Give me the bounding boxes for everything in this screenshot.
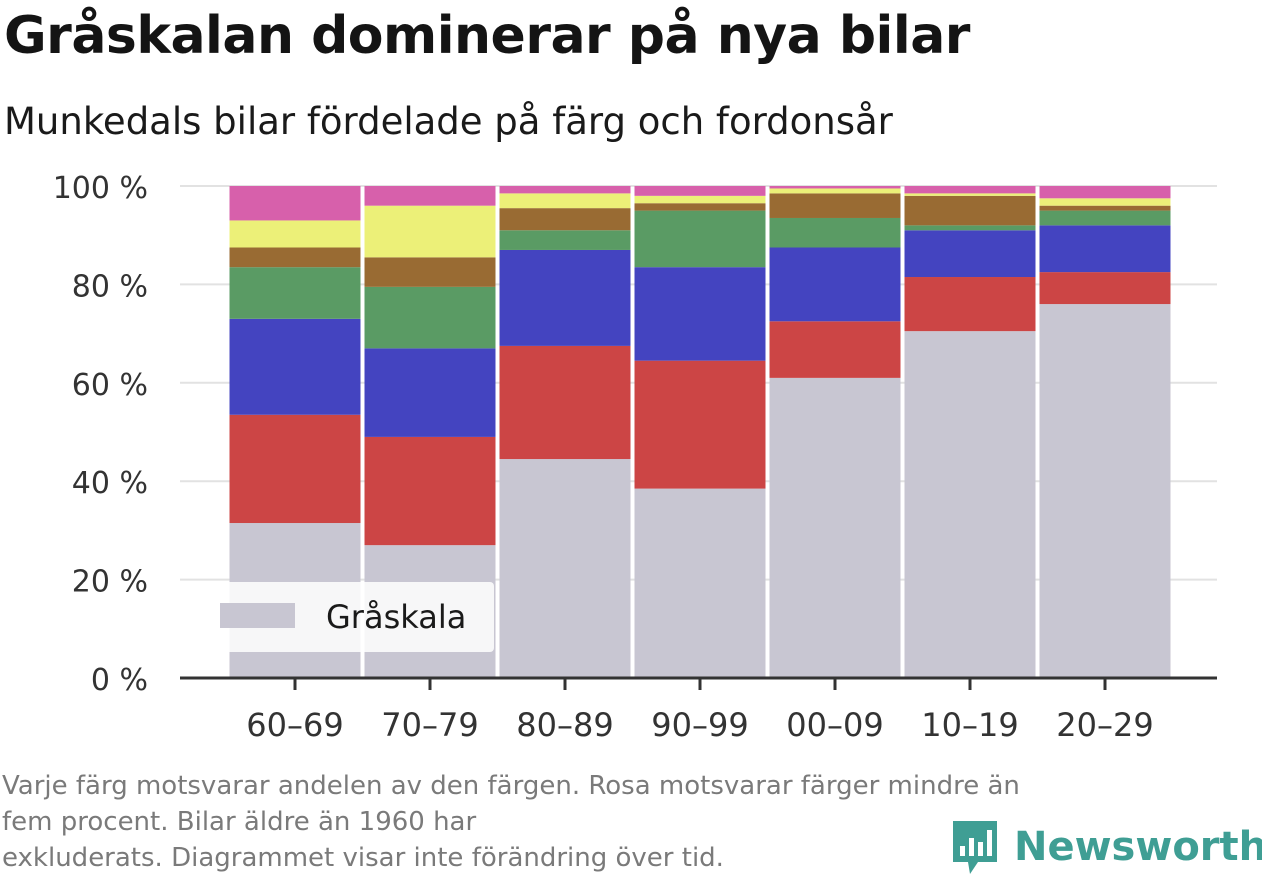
- bar-segment: [1039, 272, 1171, 305]
- bar-segment: [499, 193, 631, 209]
- bar-segment: [364, 186, 496, 206]
- bar-segment: [499, 459, 631, 678]
- bar-segment: [904, 193, 1036, 196]
- bar-segment: [1039, 205, 1171, 211]
- footnote-line-1: Varje färg motsvarar andelen av den färg…: [2, 771, 1020, 801]
- bar-segment: [904, 331, 1036, 678]
- bar-segment: [769, 321, 901, 378]
- bar-segment: [499, 249, 631, 346]
- bar-segment: [769, 186, 901, 189]
- bar-segment: [499, 230, 631, 250]
- newsworthy-logo-icon: [953, 821, 997, 874]
- footnote-line-2: fem procent. Bilar äldre än 1960 har: [2, 807, 477, 837]
- bar-segment: [1039, 304, 1171, 678]
- legend-box: [200, 582, 494, 652]
- bar-segment: [1039, 198, 1171, 206]
- bar-segment: [229, 414, 361, 524]
- bar-segment: [904, 225, 1036, 231]
- bar-segment: [1039, 210, 1171, 226]
- brand-name: Newsworthy: [1014, 824, 1262, 870]
- bar-stack: [904, 186, 1036, 678]
- bar-segment: [634, 186, 766, 196]
- bar-segment: [904, 195, 1036, 226]
- y-tick-label: 40 %: [72, 466, 148, 501]
- bar-stack: [499, 186, 631, 678]
- bar-segment: [364, 436, 496, 546]
- bar-segment: [634, 488, 766, 678]
- bar-segment: [499, 345, 631, 460]
- bar-segment: [499, 186, 631, 194]
- footnote: Varje färg motsvarar andelen av den färg…: [2, 768, 1242, 876]
- y-axis: 0 % 20 % 40 % 60 % 80 % 100 %: [53, 171, 148, 698]
- x-tick-label: 60–69: [246, 706, 343, 744]
- legend: Gråskala: [200, 582, 494, 652]
- bar-segment: [769, 193, 901, 218]
- x-tick-label: 00–09: [786, 706, 883, 744]
- bar-segment: [634, 195, 766, 204]
- bar-segment: [634, 360, 766, 489]
- bar-segment: [1039, 186, 1171, 199]
- y-tick-label: 60 %: [72, 368, 148, 403]
- bar-segment: [1039, 225, 1171, 273]
- bar-segment: [904, 230, 1036, 278]
- bar-segment: [364, 205, 496, 258]
- x-tick-label: 80–89: [516, 706, 613, 744]
- chart-subtitle: Munkedals bilar fördelade på färg och fo…: [4, 100, 893, 143]
- bar-segment: [769, 217, 901, 248]
- y-tick-label: 100 %: [53, 171, 148, 206]
- x-tick-label: 90–99: [651, 706, 748, 744]
- footnote-line-3: exkluderats. Diagrammet visar inte förän…: [2, 843, 724, 873]
- bar-segment: [364, 348, 496, 437]
- legend-swatch: [220, 603, 295, 628]
- bar-stack: [769, 186, 901, 678]
- bar-segment: [769, 377, 901, 678]
- stacked-bar-chart: 0 % 20 % 40 % 60 % 80 % 100 % 60–69 70–79 80–89…: [53, 171, 1217, 744]
- y-tick-label: 20 %: [72, 565, 148, 600]
- x-tick-label: 70–79: [381, 706, 478, 744]
- bar-segment: [769, 188, 901, 194]
- bar-segment: [499, 208, 631, 231]
- chart-title: Gråskalan dominerar på nya bilar: [4, 6, 970, 66]
- bar-stack: [1039, 186, 1171, 678]
- x-axis: 60–69 70–79 80–89 90–99 00–09 10–19 20–29: [180, 676, 1217, 744]
- x-tick-label: 10–19: [921, 706, 1018, 744]
- bar-segment: [364, 257, 496, 287]
- bar-segment: [904, 277, 1036, 332]
- bar-stack: [634, 186, 766, 678]
- bar-segment: [364, 286, 496, 349]
- bar-segment: [229, 267, 361, 319]
- brand-logo: Newsworthy: [950, 817, 1262, 877]
- legend-label: Gråskala: [326, 598, 466, 636]
- bar-segment: [229, 220, 361, 248]
- bar-segment: [634, 203, 766, 211]
- y-tick-label: 80 %: [72, 269, 148, 304]
- bar-segment: [229, 247, 361, 268]
- bar-segment: [904, 186, 1036, 194]
- x-tick-label: 20–29: [1056, 706, 1153, 744]
- bar-segment: [229, 186, 361, 221]
- bar-segment: [634, 210, 766, 268]
- bar-segment: [769, 247, 901, 322]
- y-tick-label: 0 %: [91, 663, 148, 698]
- bar-segment: [229, 318, 361, 415]
- bar-segment: [634, 267, 766, 361]
